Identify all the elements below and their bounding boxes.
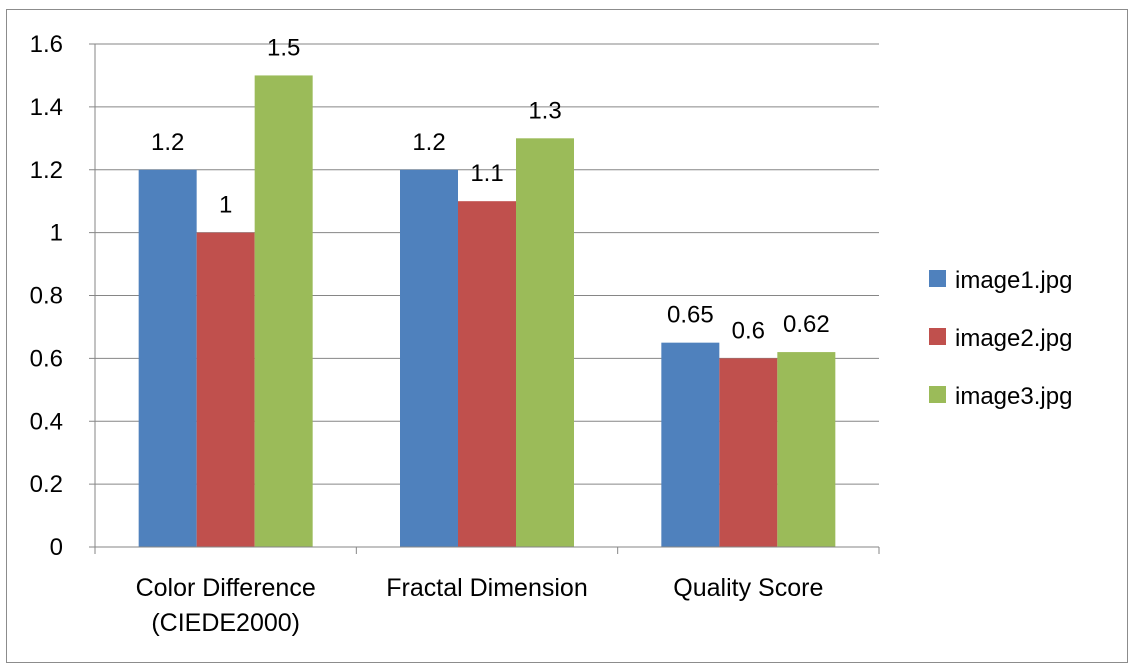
y-tick-label: 0.4 (30, 408, 63, 435)
bar (516, 138, 574, 547)
legend-label: image2.jpg (955, 325, 1072, 352)
data-label: 1 (219, 192, 232, 219)
x-category-label: Color Difference (136, 574, 316, 602)
bar (196, 232, 255, 547)
data-label: 1.2 (412, 129, 445, 156)
data-label: 1.1 (470, 160, 503, 187)
data-labels: 1.2 1 1.5 1.2 1.1 1.3 0.65 0.6 0.62 (151, 34, 830, 344)
x-category-labels: Color Difference (CIEDE2000) Fractal Dimen… (136, 574, 824, 637)
data-label: 0.6 (732, 317, 765, 344)
y-tick-label: 0.2 (30, 471, 63, 498)
y-tick-labels: 0 0.2 0.4 0.6 0.8 1 1.2 1.4 1.6 (30, 31, 63, 561)
y-tick-label: 0.8 (30, 283, 63, 310)
y-tick-label: 1.6 (30, 31, 63, 58)
bar (458, 201, 516, 547)
bar (661, 342, 720, 547)
y-tick-label: 1.2 (30, 157, 63, 184)
legend-swatch (929, 386, 946, 403)
bar (254, 75, 313, 547)
x-category-label: Fractal Dimension (386, 574, 587, 602)
y-tick-label: 1 (50, 220, 63, 247)
bar (400, 169, 458, 547)
legend-label: image1.jpg (955, 267, 1072, 294)
y-tick-label: 0.6 (30, 345, 63, 372)
y-tick-label: 1.4 (30, 94, 63, 121)
bar (719, 358, 778, 547)
legend-swatch (929, 270, 946, 287)
data-label: 0.62 (783, 311, 830, 338)
y-tick-label: 0 (50, 534, 63, 561)
axes (89, 43, 880, 554)
bars (138, 75, 836, 547)
bar (138, 169, 197, 547)
legend-label: image3.jpg (955, 383, 1072, 410)
x-category-label: (CIEDE2000) (151, 609, 300, 637)
data-label: 1.2 (151, 129, 184, 156)
legend: image1.jpg image2.jpg image3.jpg (929, 267, 1072, 410)
data-label: 0.65 (667, 302, 714, 329)
bar (777, 352, 836, 547)
data-label: 1.5 (267, 34, 300, 61)
data-label: 1.3 (528, 97, 561, 124)
x-category-label: Quality Score (673, 574, 823, 602)
legend-swatch (929, 328, 946, 345)
